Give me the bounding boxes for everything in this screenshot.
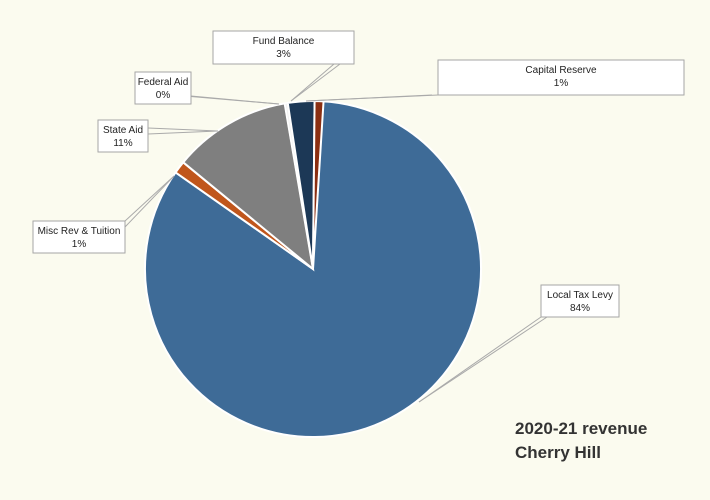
chart-title-line-2: Cherry Hill bbox=[515, 443, 601, 462]
leader-line bbox=[305, 94, 433, 102]
callout-box bbox=[437, 59, 685, 96]
leader-line bbox=[124, 175, 175, 222]
pie-slice-state-aid bbox=[181, 102, 315, 272]
chart-title-line-1: 2020-21 revenue bbox=[515, 419, 647, 438]
leader-line bbox=[418, 316, 542, 403]
callout-federal-aid: Federal Aid 0% bbox=[134, 71, 280, 105]
leader-line bbox=[124, 175, 175, 228]
callout-fund-balance: Fund Balance 3% bbox=[212, 30, 355, 102]
pie-slices bbox=[144, 99, 482, 438]
callout-box bbox=[212, 30, 355, 65]
leader-line bbox=[418, 316, 548, 403]
callout-name: State Aid bbox=[103, 125, 143, 136]
callout-box bbox=[134, 71, 192, 105]
callout-value: 1% bbox=[554, 78, 569, 89]
callout-value: 0% bbox=[156, 90, 171, 101]
callouts: Local Tax Levy 84% Misc Rev & Tuition 1% Sta… bbox=[32, 30, 685, 403]
callout-box bbox=[97, 119, 149, 153]
callout-box bbox=[32, 220, 126, 254]
callout-misc-rev-tuition: Misc Rev & Tuition 1% bbox=[32, 175, 175, 254]
callout-capital-reserve: Capital Reserve 1% bbox=[305, 59, 685, 102]
leader-line bbox=[184, 95, 280, 105]
leader-line bbox=[147, 130, 219, 135]
callout-box bbox=[540, 284, 620, 318]
callout-name: Capital Reserve bbox=[525, 65, 597, 76]
callout-value: 11% bbox=[113, 138, 132, 149]
leader-line bbox=[147, 127, 219, 132]
callout-value: 3% bbox=[276, 49, 291, 60]
callout-name: Fund Balance bbox=[253, 36, 315, 47]
callout-state-aid: State Aid 11% bbox=[97, 119, 219, 153]
leader-line bbox=[290, 63, 341, 102]
callout-name: Local Tax Levy bbox=[547, 290, 613, 301]
leader-line bbox=[290, 63, 335, 102]
callout-value: 1% bbox=[72, 239, 87, 250]
callout-local-tax-levy: Local Tax Levy 84% bbox=[418, 284, 620, 403]
callout-name: Federal Aid bbox=[138, 77, 189, 88]
callout-value: 84% bbox=[570, 303, 590, 314]
callout-name: Misc Rev & Tuition bbox=[38, 226, 121, 237]
